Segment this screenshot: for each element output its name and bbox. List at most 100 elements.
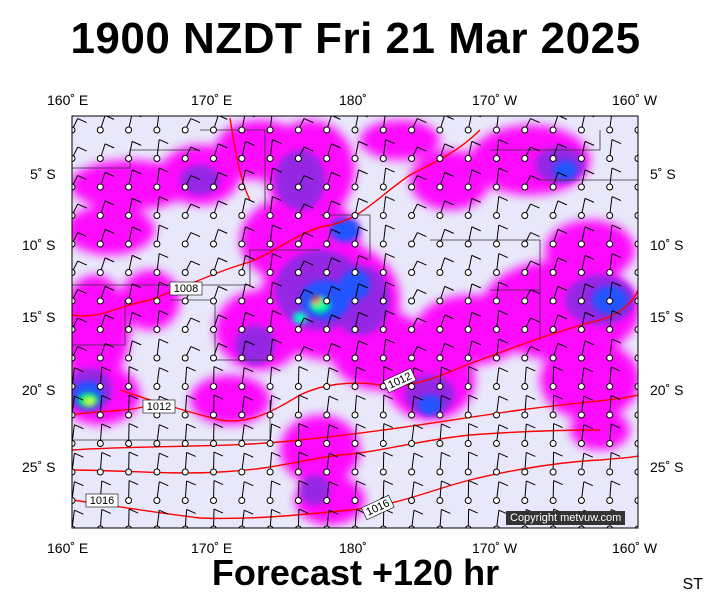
station-point: [294, 269, 302, 276]
station-point: [153, 354, 161, 362]
wind-barb-flag: [644, 347, 653, 351]
station-point: [606, 468, 614, 476]
wind-barb-flag: [584, 140, 595, 146]
station-point: [464, 326, 472, 333]
wind-barb-flag: [471, 254, 482, 260]
station-point: [464, 468, 472, 476]
station-point: [125, 440, 133, 447]
station-point: [521, 440, 529, 447]
wind-barb-flag: [471, 140, 482, 146]
station-point: [181, 240, 189, 248]
wind-barb-flag: [444, 228, 454, 234]
wind-barb-flag: [526, 394, 536, 400]
wind-barb-flag: [553, 366, 563, 372]
wind-barb-flag: [385, 338, 395, 344]
wind-barb-flag: [159, 424, 169, 430]
station-point: [577, 269, 585, 276]
wind-barb-flag: [101, 480, 111, 486]
wind-barb-flag: [77, 317, 87, 323]
station-point: [323, 525, 331, 528]
corner-label: ST: [682, 576, 703, 593]
station-point: [96, 240, 104, 248]
station-point: [436, 326, 444, 333]
wind-barb-staff: [637, 328, 638, 330]
wind-barb-flag: [158, 139, 169, 145]
station-point: [153, 269, 161, 276]
station-point: [96, 468, 104, 476]
station-point: [351, 497, 359, 504]
station-point: [464, 183, 472, 191]
forecast-subtitle: Forecast +120 hr: [211, 552, 500, 593]
wind-barb-flag: [331, 314, 341, 320]
bottom-lon-label: 170˚ W: [472, 540, 518, 556]
wind-barb-flag: [77, 146, 87, 152]
station-point: [408, 212, 416, 219]
station-point: [294, 468, 302, 476]
wind-barb-flag: [190, 118, 201, 123]
station-point: [210, 297, 217, 305]
wind-barb-flag: [584, 169, 595, 175]
station-point: [72, 240, 76, 248]
wind-barb-flag: [132, 226, 142, 232]
wind-barb-flag: [132, 311, 142, 317]
station-point: [181, 212, 189, 219]
station-point: [238, 212, 246, 219]
wind-barb-flag: [128, 451, 139, 457]
station-point: [323, 269, 331, 276]
wind-barb-flag: [331, 285, 341, 291]
wind-barb-flag: [303, 203, 314, 209]
station-point: [210, 212, 217, 219]
station-point: [408, 326, 416, 333]
wind-barb-flag: [358, 140, 368, 146]
station-point: [634, 497, 638, 504]
left-lat-label: 5˚ S: [30, 166, 56, 182]
station-point: [379, 354, 387, 362]
station-point: [549, 354, 557, 362]
left-lat-label: 10˚ S: [22, 237, 56, 253]
station-point: [408, 354, 416, 362]
wind-barb-flag: [610, 423, 621, 429]
station-point: [181, 411, 189, 419]
station-point: [351, 126, 359, 134]
wind-barb-flag: [245, 140, 255, 146]
wind-barb-flag: [413, 452, 424, 458]
station-point: [351, 326, 359, 333]
station-point: [436, 411, 444, 419]
wind-barb-flag: [303, 232, 314, 237]
station-point: [606, 411, 614, 419]
station-point: [408, 468, 416, 476]
station-point: [549, 126, 557, 134]
station-point: [379, 155, 387, 162]
wind-barb-flag: [243, 509, 254, 515]
wind-barb-flag: [272, 167, 282, 173]
wind-barb-flag: [499, 111, 508, 115]
station-point: [577, 411, 585, 419]
wind-barb-flag: [190, 175, 201, 180]
station-point: [323, 183, 331, 191]
station-point: [521, 411, 529, 419]
left-lat-label: 25˚ S: [22, 459, 56, 475]
station-point: [210, 411, 217, 419]
wind-barb-flag: [471, 340, 482, 346]
station-point: [351, 297, 359, 305]
station-point: [577, 126, 585, 134]
station-point: [96, 326, 104, 333]
wind-barb-flag: [272, 139, 282, 145]
station-point: [606, 440, 614, 447]
right-lat-label: 15˚ S: [650, 309, 684, 325]
wind-barb-flag: [331, 171, 341, 177]
wind-barb-flag: [358, 169, 368, 175]
wind-barb-flag: [498, 395, 509, 401]
station-point: [72, 269, 76, 276]
station-point: [408, 269, 416, 276]
station-point: [210, 497, 217, 504]
wind-barb-flag: [101, 423, 111, 429]
station-point: [606, 155, 614, 162]
wind-barb-flag: [584, 254, 595, 260]
station-point: [493, 155, 500, 162]
wind-barb-flag: [132, 283, 142, 289]
wind-barb-flag: [356, 394, 366, 400]
station-point: [493, 411, 500, 419]
wind-barb-flag: [101, 508, 111, 514]
station-point: [96, 155, 104, 162]
